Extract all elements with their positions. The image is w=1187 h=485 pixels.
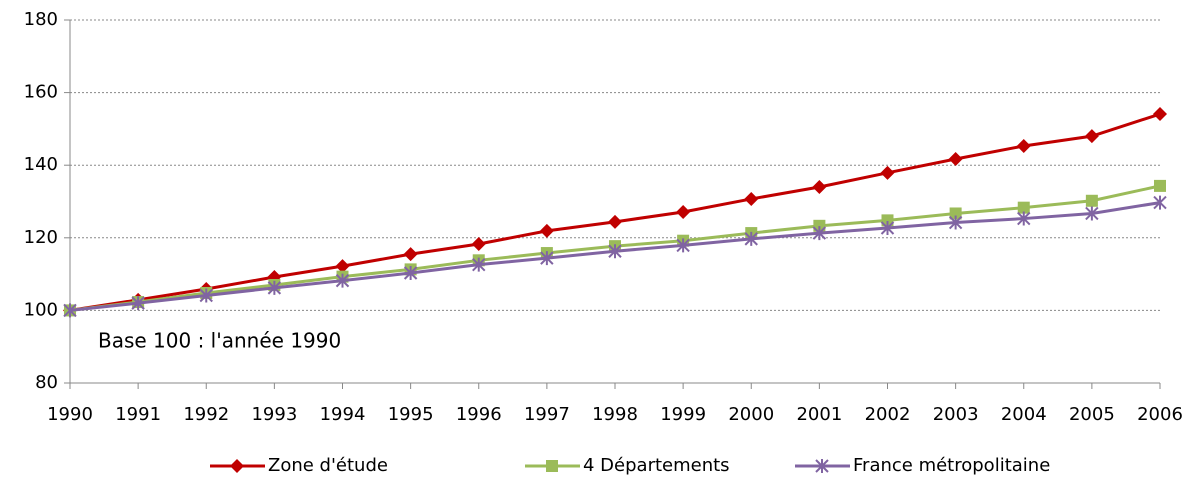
- marker: [335, 259, 350, 274]
- x-tick-label: 2000: [728, 404, 774, 425]
- marker: [608, 244, 622, 259]
- x-tick-label: 1994: [320, 404, 366, 425]
- legend-label: France métropolitaine: [853, 455, 1050, 476]
- marker: [267, 280, 282, 295]
- x-tick-label: 1991: [115, 404, 161, 425]
- marker: [608, 214, 622, 229]
- marker: [1085, 206, 1099, 221]
- legend-label: 4 Départements: [583, 455, 730, 476]
- x-tick-label: 1992: [183, 404, 229, 425]
- x-tick-label: 1993: [251, 404, 297, 425]
- x-tick-label: 2005: [1069, 404, 1115, 425]
- y-tick-label: 120: [24, 227, 58, 248]
- marker: [199, 288, 213, 303]
- marker: [948, 152, 963, 167]
- x-tick-label: 1997: [524, 404, 570, 425]
- marker: [1153, 195, 1167, 210]
- marker: [1084, 129, 1099, 144]
- x-tick-label: 2001: [796, 404, 842, 425]
- marker: [1153, 107, 1167, 122]
- x-tick-label: 2003: [933, 404, 979, 425]
- marker: [880, 220, 895, 235]
- marker: [881, 214, 894, 227]
- y-tick-label: 180: [24, 9, 58, 30]
- marker: [812, 179, 827, 194]
- x-tick-label: 1996: [456, 404, 502, 425]
- marker: [815, 459, 829, 473]
- x-tick-label: 2002: [865, 404, 911, 425]
- marker: [1017, 211, 1031, 226]
- marker: [546, 460, 558, 472]
- marker: [1016, 138, 1031, 153]
- marker: [744, 191, 759, 206]
- y-tick-label: 80: [35, 372, 58, 393]
- marker: [812, 226, 827, 241]
- marker: [676, 238, 690, 253]
- legend-label: Zone d'étude: [268, 455, 388, 476]
- marker: [1085, 194, 1098, 207]
- y-tick-label: 100: [24, 299, 58, 320]
- marker: [403, 247, 418, 262]
- x-tick-label: 1990: [47, 404, 93, 425]
- x-tick-label: 1998: [592, 404, 638, 425]
- marker: [230, 459, 244, 473]
- x-tick-label: 1995: [388, 404, 434, 425]
- x-tick-label: 2006: [1137, 404, 1183, 425]
- annotation: Base 100 : l'année 1990: [98, 329, 341, 353]
- y-tick-label: 140: [24, 154, 58, 175]
- marker: [676, 205, 691, 220]
- marker: [948, 215, 963, 230]
- marker: [540, 251, 554, 266]
- marker: [744, 231, 758, 246]
- y-tick-label: 160: [24, 82, 58, 103]
- marker: [1017, 201, 1030, 214]
- marker: [472, 257, 486, 272]
- marker: [880, 165, 895, 180]
- x-tick-label: 2004: [1001, 404, 1047, 425]
- marker: [949, 207, 962, 220]
- marker: [471, 236, 486, 251]
- marker: [335, 273, 350, 288]
- series-line: [69, 112, 1161, 312]
- x-tick-label: 1999: [660, 404, 706, 425]
- marker: [1154, 179, 1166, 192]
- marker: [63, 303, 77, 318]
- marker: [131, 296, 145, 311]
- marker: [539, 223, 554, 238]
- marker: [403, 266, 418, 281]
